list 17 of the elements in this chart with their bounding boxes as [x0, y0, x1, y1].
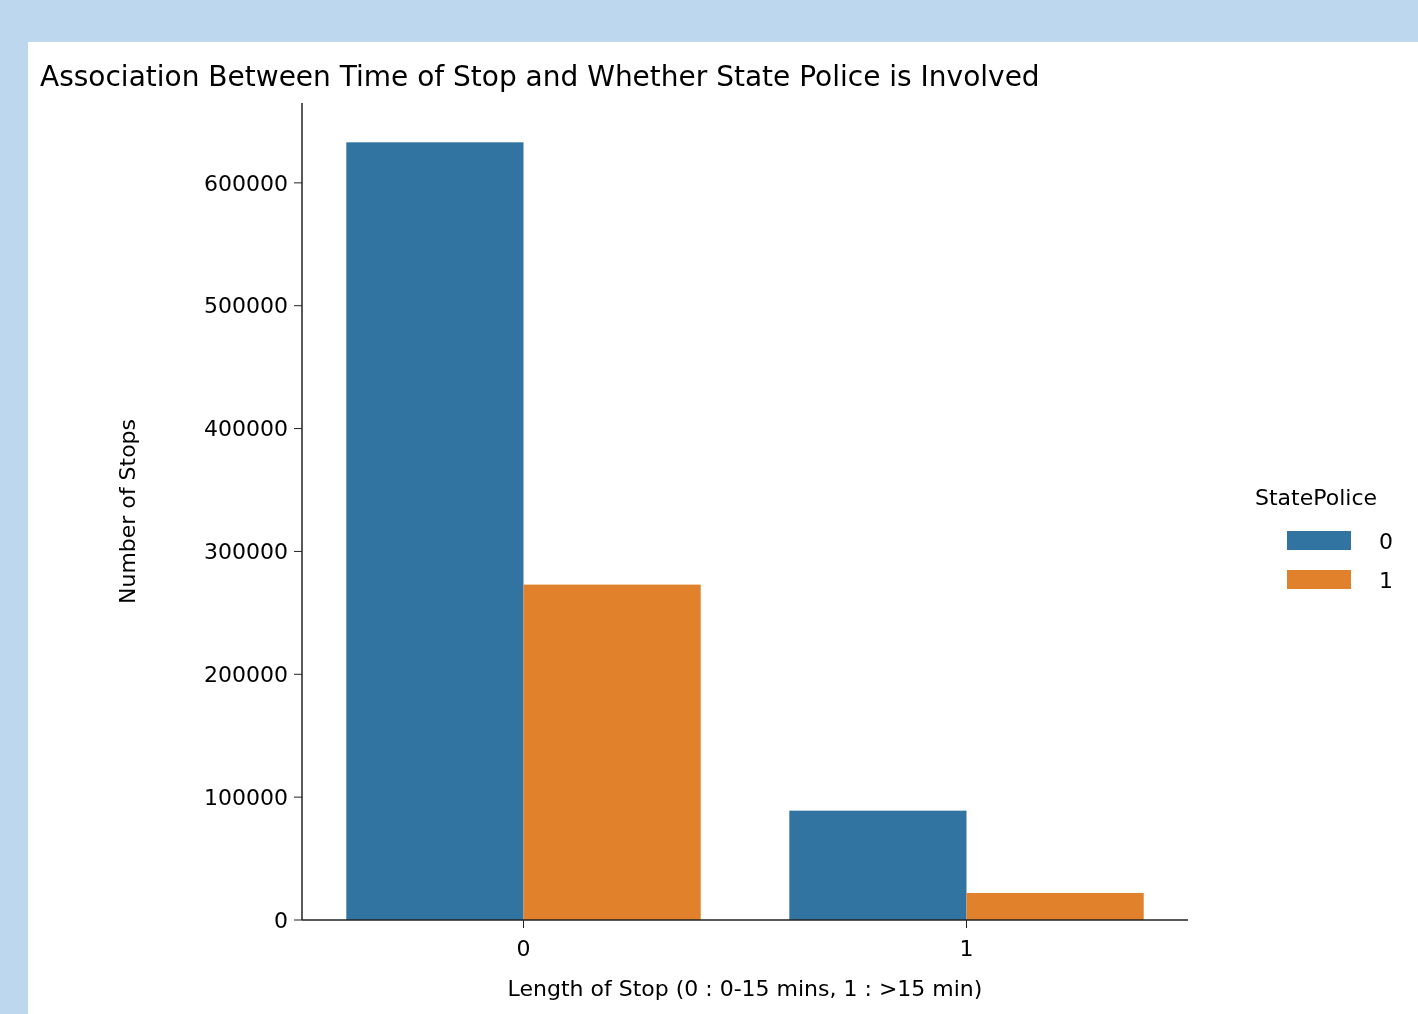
legend-title: StatePolice — [1255, 485, 1378, 510]
y-tick-label: 300000 — [204, 539, 288, 565]
y-tick-label: 500000 — [204, 293, 288, 319]
y-tick-label: 0 — [274, 907, 288, 933]
bar — [789, 810, 967, 920]
y-tick-label: 200000 — [204, 661, 288, 687]
y-tick-label: 600000 — [204, 170, 288, 196]
y-tick-label: 100000 — [204, 784, 288, 810]
bar — [523, 584, 701, 920]
chart-title: Association Between Time of Stop and Whether State Police is Involved — [40, 60, 1040, 93]
legend-label: 0 — [1379, 528, 1393, 554]
x-axis-title: Length of Stop (0 : 0-15 mins, 1 : >15 min) — [507, 976, 983, 1001]
y-tick-label: 400000 — [204, 416, 288, 442]
bar — [346, 142, 524, 920]
y-axis-title: Number of Stops — [115, 418, 140, 605]
bar — [966, 892, 1144, 920]
legend-label: 1 — [1379, 567, 1393, 593]
